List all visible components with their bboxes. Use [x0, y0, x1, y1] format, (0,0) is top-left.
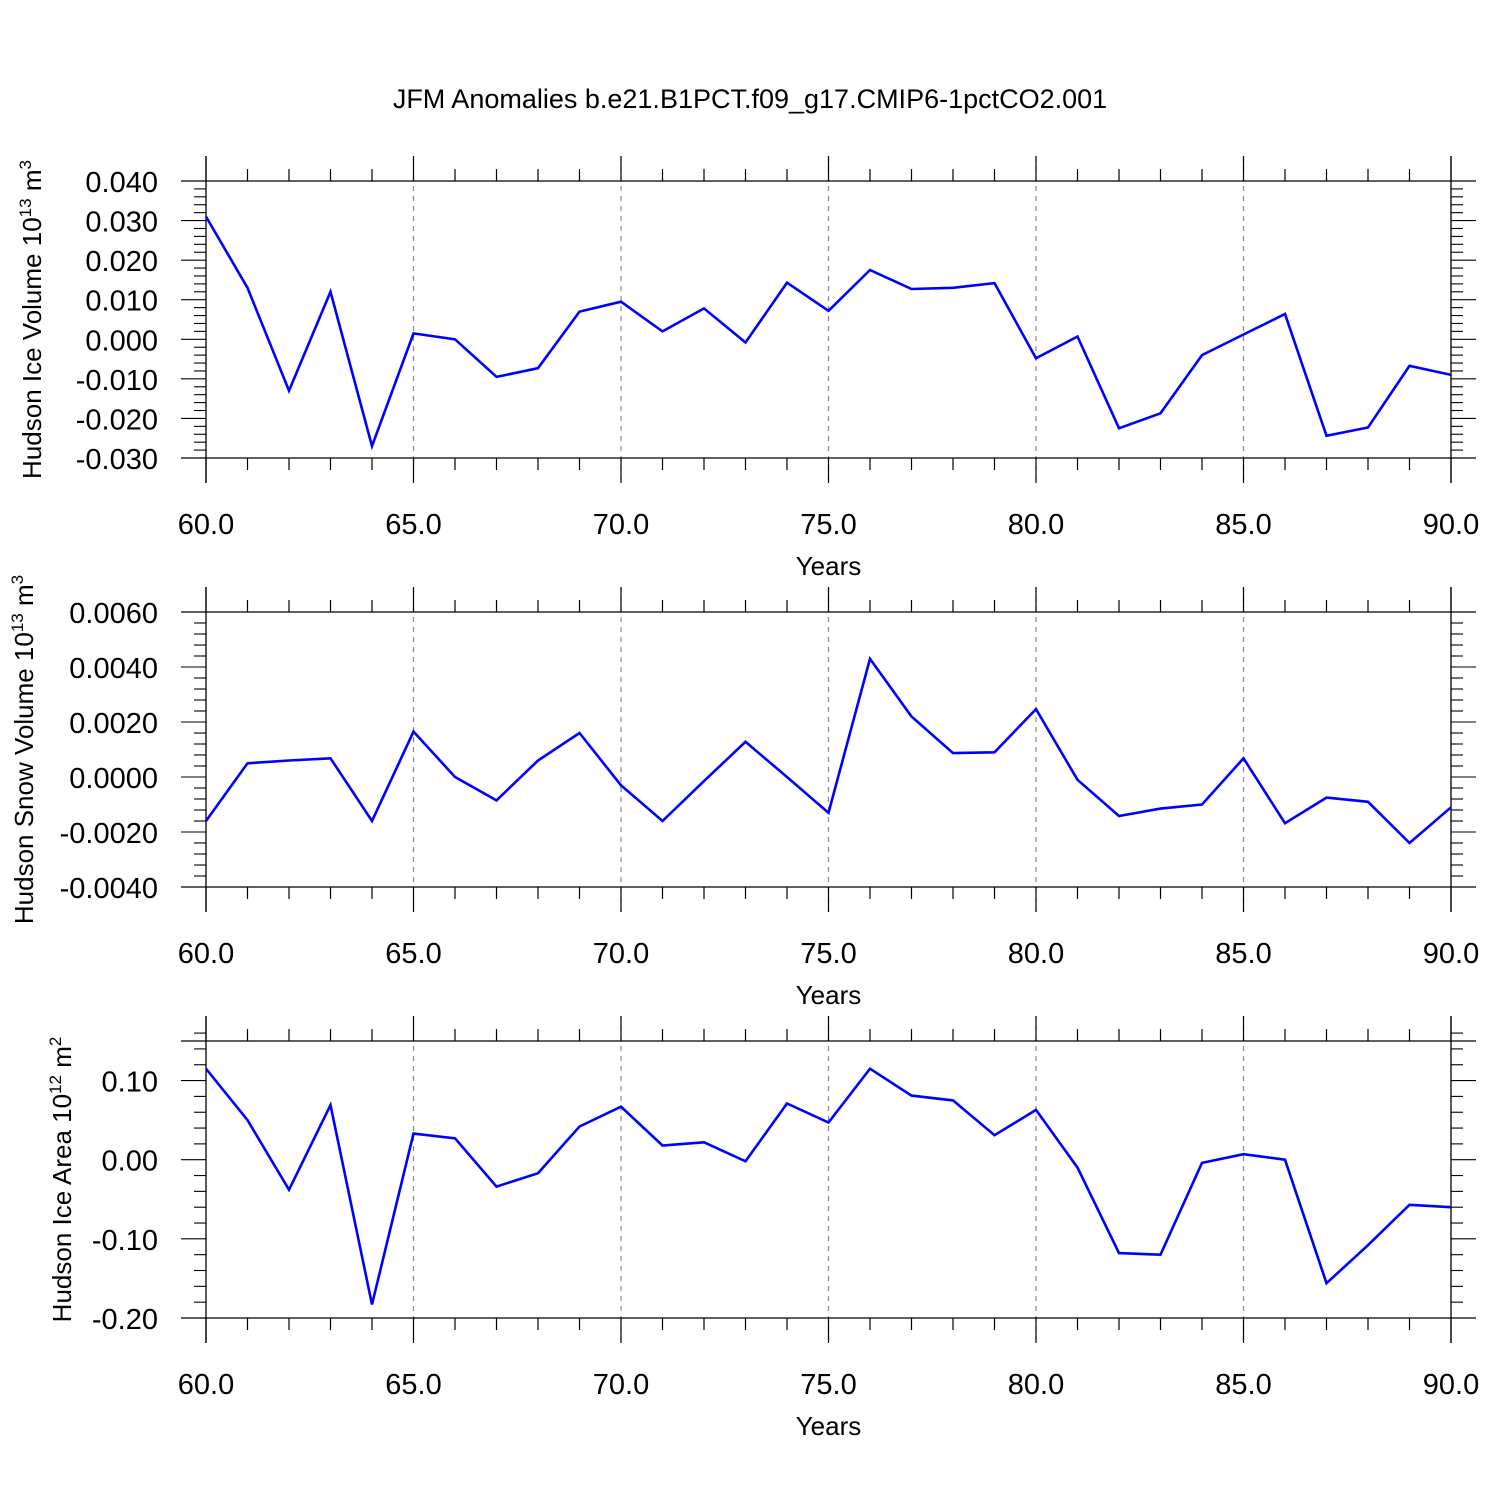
y-axis-title-unit: m — [17, 170, 47, 199]
y-axis-title: Hudson Ice Volume 1013 m3 — [16, 160, 47, 479]
y-axis-title: Hudson Ice Area 1012 m2 — [46, 1037, 77, 1323]
panel-2: -0.0040 -0.0020 0.0000 0.0020 0.0040 0.0060 60… — [8, 575, 1479, 1010]
y-axis-title-exponent: 13 — [16, 198, 35, 217]
y-axis-title-unit: m — [9, 584, 39, 613]
x-tick-label: 75.0 — [800, 509, 856, 541]
y-axis-title-exponent: 13 — [8, 613, 27, 632]
x-tick-label: 90.0 — [1423, 1369, 1479, 1401]
x-tick-label: 65.0 — [385, 938, 441, 970]
y-tick-label: -0.20 — [92, 1304, 158, 1336]
x-tick-label: 80.0 — [1008, 938, 1064, 970]
y-tick-label: -0.0020 — [60, 818, 158, 850]
y-tick-label: 0.0060 — [69, 598, 158, 630]
y-tick-label: -0.0040 — [60, 873, 158, 905]
y-tick-label: 0.00 — [102, 1146, 158, 1178]
x-tick-label: 65.0 — [385, 1369, 441, 1401]
x-tick-label: 80.0 — [1008, 509, 1064, 541]
y-tick-label: 0.10 — [102, 1067, 158, 1099]
chart-title: JFM Anomalies b.e21.B1PCT.f09_g17.CMIP6-… — [392, 84, 1108, 114]
x-tick-label: 60.0 — [178, 1369, 234, 1401]
series-line — [204, 1066, 1452, 1305]
y-tick-label: 0.000 — [85, 325, 158, 357]
y-tick-label: 0.040 — [85, 167, 158, 199]
y-tick-label: 0.010 — [85, 286, 158, 318]
x-tick-label: 60.0 — [178, 509, 234, 541]
x-tick-label: 90.0 — [1423, 509, 1479, 541]
y-axis-title-exponent: 12 — [46, 1075, 65, 1094]
y-tick-label: 0.030 — [85, 207, 158, 239]
x-axis-title: Years — [796, 1411, 862, 1441]
y-tick-label: 0.0000 — [69, 763, 158, 795]
x-tick-label: 85.0 — [1215, 938, 1271, 970]
x-tick-label: 75.0 — [800, 1369, 856, 1401]
series-line — [204, 655, 1452, 845]
y-tick-label: 0.0020 — [69, 708, 158, 740]
y-axis-title-unit-exponent: 3 — [16, 160, 35, 169]
y-axis-title: Hudson Snow Volume 1013 m3 — [8, 575, 39, 924]
x-tick-label: 75.0 — [800, 938, 856, 970]
y-tick-label: -0.10 — [92, 1225, 158, 1257]
x-tick-label: 85.0 — [1215, 509, 1271, 541]
y-tick-label: 0.020 — [85, 246, 158, 278]
y-axis-title-text: Hudson Snow Volume 10 — [9, 632, 39, 924]
x-tick-label: 70.0 — [593, 1369, 649, 1401]
x-axis-title: Years — [796, 980, 862, 1010]
x-tick-label: 80.0 — [1008, 1369, 1064, 1401]
x-axis-title: Years — [796, 551, 862, 581]
y-axis-title-text: Hudson Ice Area 10 — [47, 1094, 77, 1322]
x-tick-label: 70.0 — [593, 509, 649, 541]
y-axis-title-unit-exponent: 3 — [8, 575, 27, 584]
y-tick-label: -0.020 — [76, 404, 158, 436]
y-tick-label: 0.0040 — [69, 653, 158, 685]
x-tick-label: 90.0 — [1423, 938, 1479, 970]
y-axis-title-unit-exponent: 2 — [46, 1037, 65, 1046]
y-tick-label: -0.030 — [76, 444, 158, 476]
x-tick-label: 85.0 — [1215, 1369, 1271, 1401]
y-tick-label: -0.010 — [76, 365, 158, 397]
panel-1: -0.030 -0.020 -0.010 0.000 0.010 0.020 0.030 0.… — [16, 156, 1479, 581]
panel-3: -0.20 -0.10 0.00 0.10 60.0 65.0 70.0 75.0 80.0 85… — [46, 1016, 1479, 1441]
x-tick-label: 60.0 — [178, 938, 234, 970]
y-axis-title-unit: m — [47, 1046, 77, 1075]
series-line — [204, 215, 1452, 451]
x-tick-label: 65.0 — [385, 509, 441, 541]
y-axis-title-text: Hudson Ice Volume 10 — [17, 217, 47, 479]
x-tick-label: 70.0 — [593, 938, 649, 970]
